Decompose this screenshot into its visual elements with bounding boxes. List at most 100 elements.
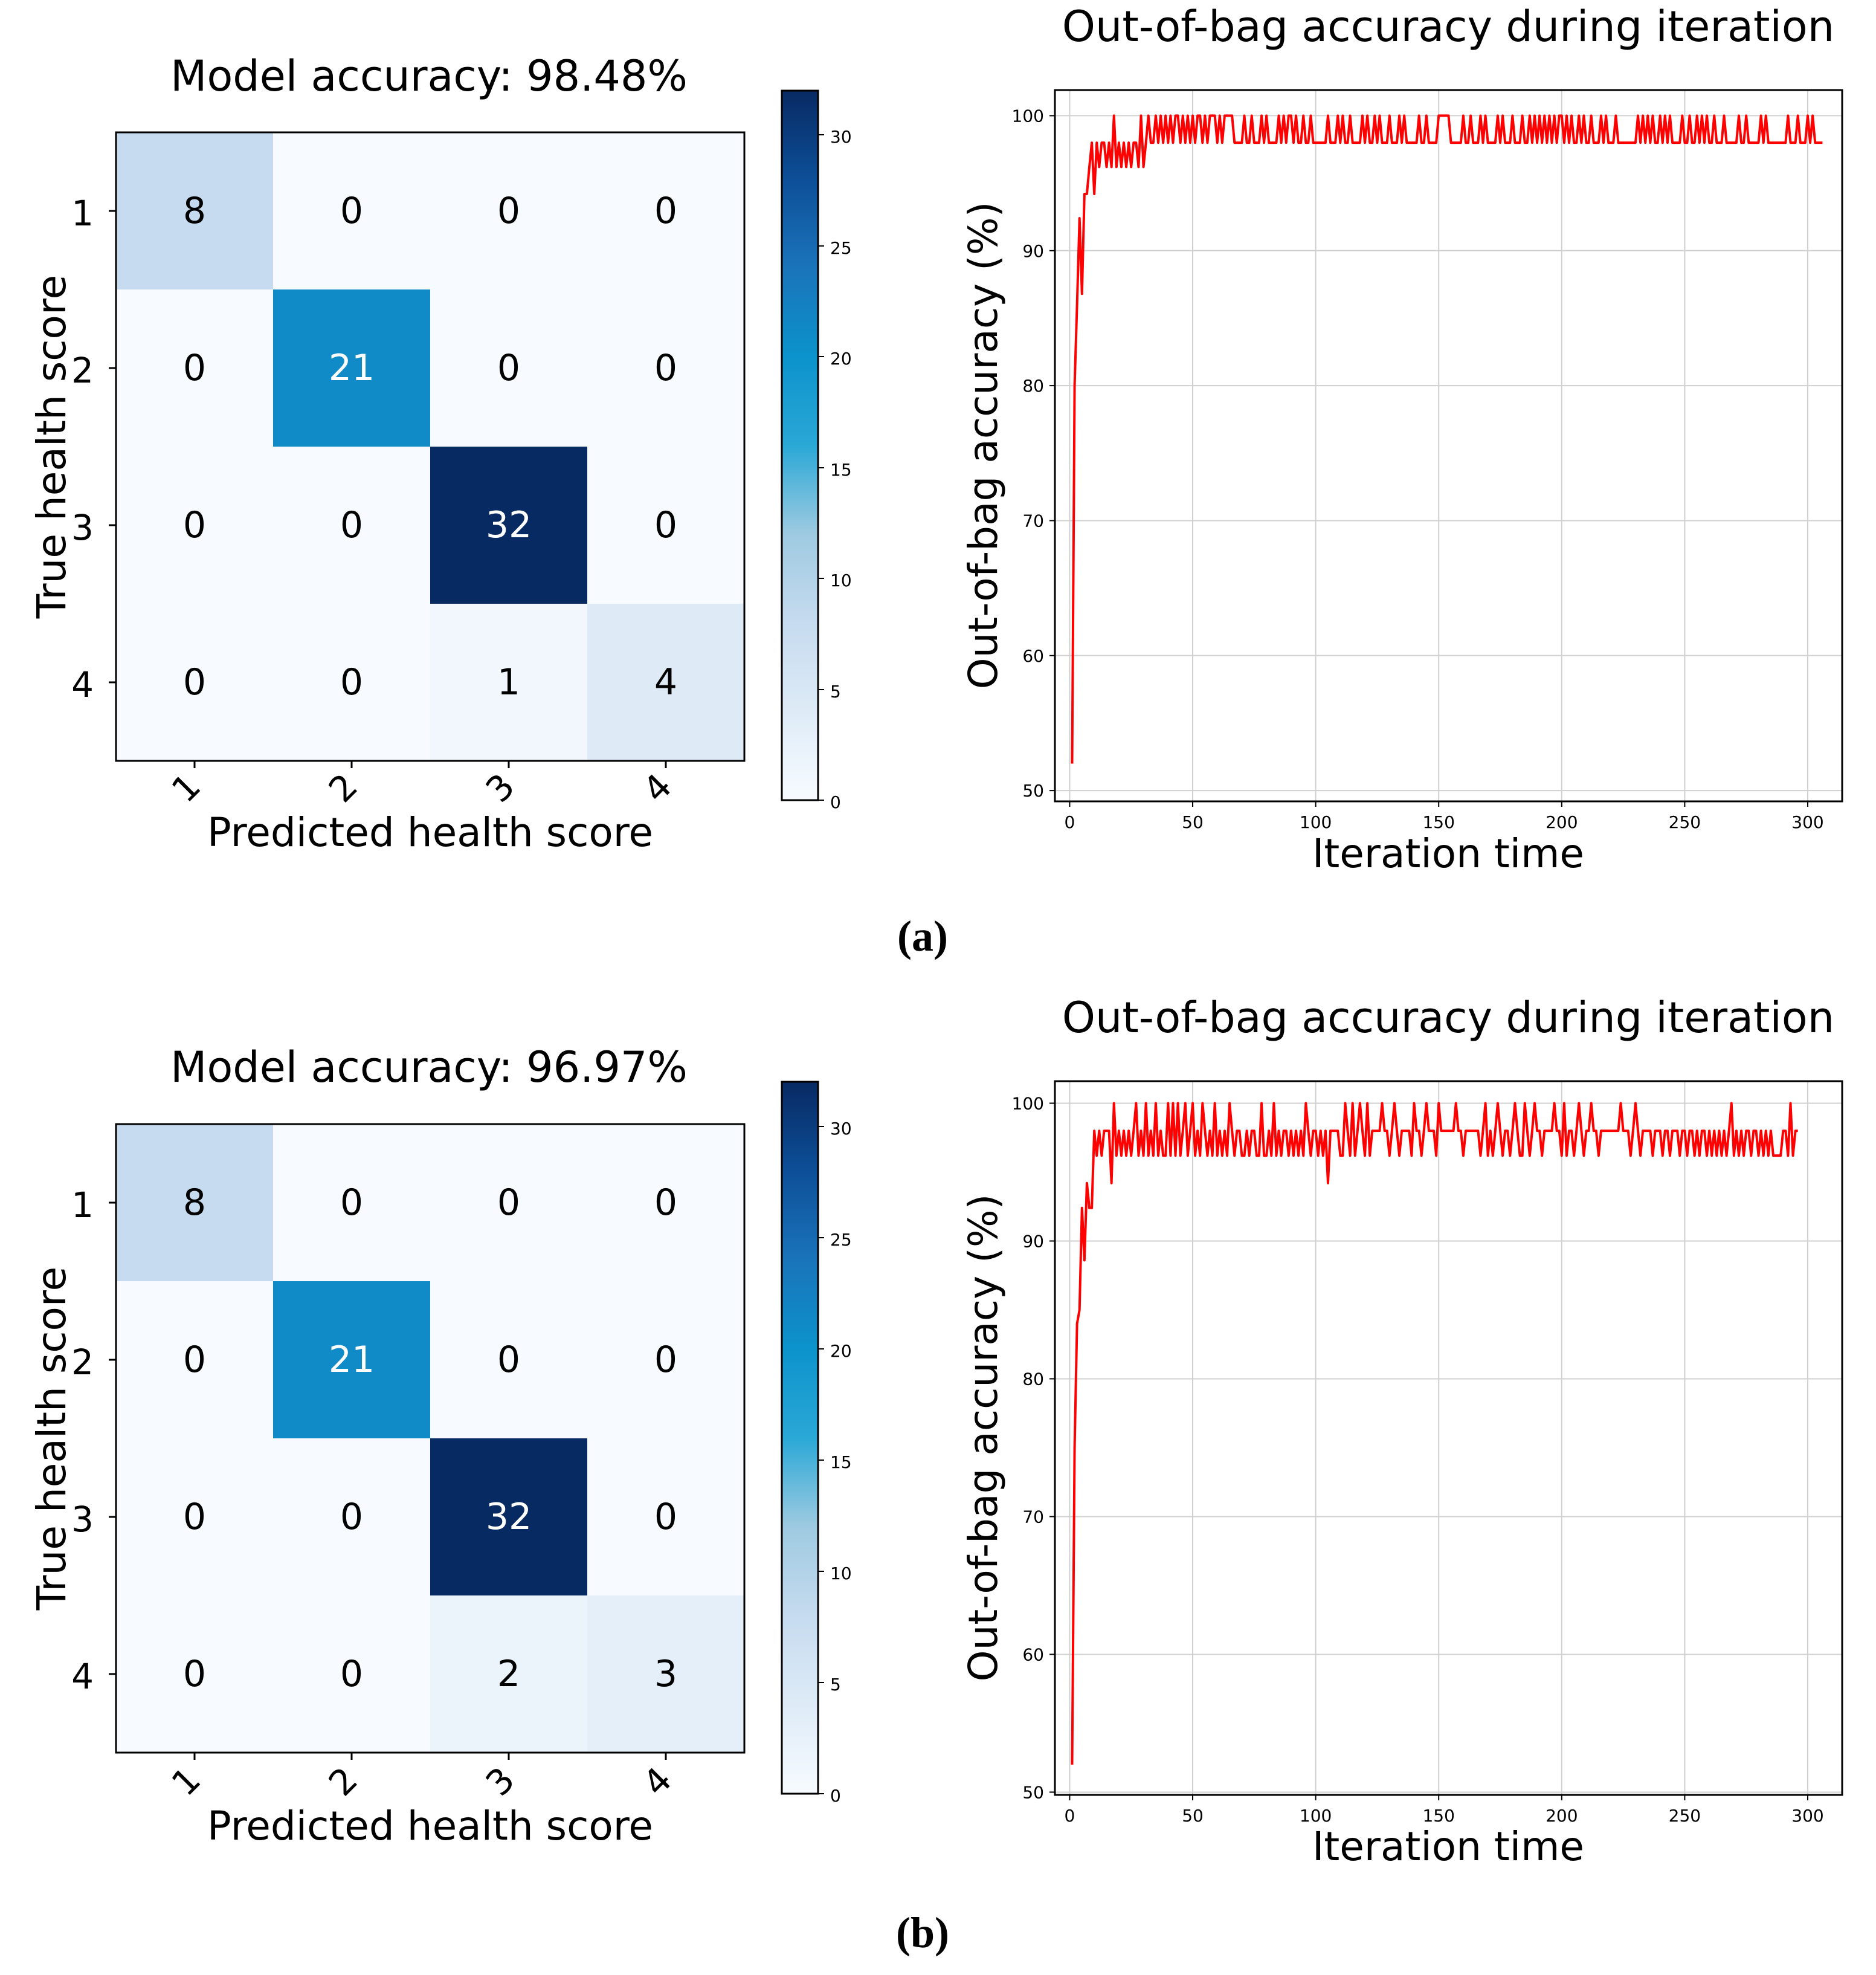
y-tick-label: 70 [1022, 511, 1044, 531]
confusion-title: Model accuracy: 98.48% [170, 51, 688, 101]
colorbar-tick-label: 0 [830, 792, 841, 812]
oob-chart-b: Out-of-bag accuracy during iteration 0 5… [960, 993, 1843, 1870]
oob-gridlines [1049, 90, 1842, 807]
y-tick-label: 4 [71, 1656, 94, 1697]
colorbar-tick-label: 25 [830, 1230, 852, 1250]
heatmap-cell-value: 32 [486, 1496, 532, 1538]
x-tick-label: 1 [164, 1759, 208, 1804]
y-tick-label: 60 [1022, 1644, 1044, 1664]
confusion-frame [115, 1123, 746, 1754]
panel-a: Model accuracy: 98.48% 8 0 0 00 21 0 00 0 32 00 0 1… [28, 2, 1843, 960]
colorbar-tick-label: 10 [830, 571, 852, 590]
heatmap-cell-value: 21 [329, 1339, 375, 1381]
x-tick-label: 50 [1182, 1806, 1204, 1826]
heatmap-cell-value: 8 [183, 1181, 206, 1224]
oob-title: Out-of-bag accuracy during iteration [1062, 993, 1834, 1042]
confusion-matrix-b: Model accuracy: 96.97% 8 0 0 00 21 0 00 0 32 00 0 2… [28, 1042, 746, 1849]
x-tick-label: 150 [1422, 812, 1454, 832]
heatmap-cell [273, 447, 430, 604]
y-tick-label: 1 [71, 1185, 94, 1226]
heatmap-cell [430, 604, 587, 761]
heatmap-cell-value: 0 [183, 1496, 206, 1538]
colorbar-tick-label: 30 [830, 127, 852, 147]
x-tick-label: 0 [1065, 1806, 1075, 1826]
colorbar-tick-label: 5 [830, 682, 841, 702]
heatmap-cell [116, 447, 273, 604]
oob-plot-frame [1054, 89, 1843, 803]
x-tick-label: 0 [1065, 812, 1075, 832]
heatmap-cell [273, 1281, 430, 1438]
oob-ylabel: Out-of-bag accuracy (%) [960, 202, 1007, 690]
heatmap-cell [430, 1124, 587, 1281]
x-tick-label: 150 [1422, 1806, 1454, 1826]
heatmap-cell-value: 0 [340, 661, 363, 703]
colorbar-tick-label: 0 [830, 1786, 841, 1806]
x-tick-label: 100 [1300, 1806, 1332, 1826]
heatmap-cell [116, 1124, 273, 1281]
y-tick-label: 1 [71, 193, 94, 234]
x-tick-label: 200 [1546, 1806, 1578, 1826]
heatmap-cell [273, 1124, 430, 1281]
heatmap-cell [587, 447, 744, 604]
colorbar-tick-label: 20 [830, 1341, 852, 1361]
heatmap-cell-value: 4 [654, 661, 677, 703]
heatmap-cell-value: 0 [497, 190, 520, 232]
heatmap-cell [587, 604, 744, 761]
oob-title: Out-of-bag accuracy during iteration [1062, 2, 1834, 51]
y-tick-label: 80 [1022, 1369, 1044, 1389]
y-tick-label: 4 [71, 664, 94, 705]
oob-xlabel: Iteration time [1312, 830, 1584, 877]
heatmap-cell [587, 1438, 744, 1595]
oob-accuracy-line [1071, 1102, 1798, 1765]
y-tick-label: 2 [71, 1342, 94, 1383]
heatmap-cell-value: 21 [329, 347, 375, 389]
heatmap-cell [116, 1281, 273, 1438]
y-tick-label: 2 [71, 350, 94, 391]
heatmap-cell [430, 1595, 587, 1753]
heatmap-cell-value: 0 [183, 347, 206, 389]
heatmap-cell [273, 1595, 430, 1753]
confusion-ylabel: True health score [28, 1267, 75, 1611]
x-tick-label: 2 [321, 766, 366, 810]
y-tick-label: 70 [1022, 1507, 1044, 1527]
heatmap-cell [273, 132, 430, 289]
confusion-matrix-a: Model accuracy: 98.48% 8 0 0 00 21 0 00 0 32 00 0 1… [28, 51, 746, 856]
colorbar-ticks: 0 5 10 15 20 25 30 [818, 127, 852, 812]
x-tick-label: 50 [1182, 812, 1204, 832]
y-tick-label: 3 [71, 507, 94, 548]
heatmap-cell-value: 1 [497, 661, 520, 703]
panel-caption: (b) [896, 1909, 949, 1957]
heatmap-cell [116, 1595, 273, 1753]
x-tick-label: 3 [478, 766, 523, 810]
y-tick-label: 100 [1012, 1093, 1044, 1113]
colorbar-tick-label: 10 [830, 1563, 852, 1583]
confusion-y-ticks: 1 2 3 4 [71, 1185, 116, 1697]
heatmap-cell-value: 0 [183, 1653, 206, 1695]
colorbar-tick-label: 25 [830, 238, 852, 258]
colorbar-b: 0 5 10 15 20 25 30 [781, 1081, 852, 1806]
heatmap-cell [273, 289, 430, 447]
heatmap-cell-value: 3 [654, 1653, 677, 1695]
heatmap-cell-value: 0 [340, 190, 363, 232]
colorbar-tick-label: 15 [830, 460, 852, 480]
oob-accuracy-line [1071, 114, 1823, 764]
colorbar-gradient [781, 89, 819, 801]
confusion-cells: 8 0 0 0 0 21 0 0 0 0 32 0 0 0 1 4 [116, 132, 744, 761]
heatmap-cell [587, 132, 744, 289]
x-tick-label: 200 [1546, 812, 1578, 832]
heatmap-cell-value: 0 [654, 504, 677, 546]
heatmap-cell-value: 0 [654, 1339, 677, 1381]
colorbar-tick-label: 5 [830, 1675, 841, 1695]
heatmap-cell [430, 447, 587, 604]
heatmap-cell [587, 1124, 744, 1281]
x-tick-label: 250 [1669, 1806, 1701, 1826]
heatmap-cell-value: 0 [654, 1181, 677, 1224]
heatmap-cell [587, 1281, 744, 1438]
heatmap-cell-value: 0 [183, 504, 206, 546]
x-tick-label: 1 [164, 766, 208, 810]
panel-caption: (a) [897, 912, 948, 960]
heatmap-cell-value: 0 [340, 1181, 363, 1224]
y-tick-label: 80 [1022, 376, 1044, 396]
confusion-y-ticks: 1 2 3 4 [71, 193, 116, 705]
